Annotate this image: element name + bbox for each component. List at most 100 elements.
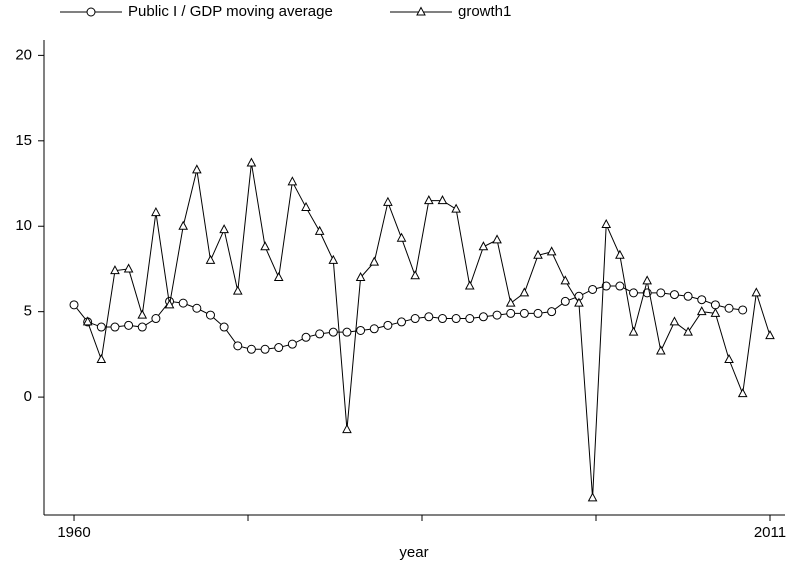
point <box>96 322 106 332</box>
point <box>396 232 407 242</box>
point <box>765 330 775 340</box>
y-tick-label: 10 <box>15 217 32 234</box>
point <box>369 256 380 266</box>
point <box>383 320 393 330</box>
point <box>151 314 161 324</box>
point <box>546 246 557 256</box>
point <box>260 241 270 251</box>
point <box>615 281 625 291</box>
point <box>110 322 120 332</box>
point <box>683 291 693 301</box>
point <box>588 284 598 294</box>
point <box>178 220 189 230</box>
point <box>246 157 257 167</box>
point <box>683 326 693 336</box>
point <box>192 303 202 313</box>
x-axis-label: year <box>399 544 428 561</box>
point <box>219 224 229 234</box>
point <box>533 249 543 259</box>
point <box>123 263 134 273</box>
point <box>710 300 720 310</box>
point <box>287 339 297 349</box>
point <box>246 344 256 354</box>
point <box>710 307 721 317</box>
point <box>451 203 461 213</box>
point <box>696 306 707 316</box>
point <box>151 207 161 217</box>
point <box>629 288 639 298</box>
point <box>478 241 489 251</box>
point <box>669 316 680 326</box>
point <box>69 300 79 310</box>
legend-marker <box>416 6 426 16</box>
point <box>724 303 734 313</box>
point <box>328 327 338 337</box>
point <box>492 310 502 320</box>
point <box>724 353 734 364</box>
point <box>738 305 748 315</box>
y-tick-label: 5 <box>24 303 32 320</box>
point <box>464 280 475 290</box>
point <box>274 343 284 353</box>
point <box>628 326 639 336</box>
point <box>424 312 434 322</box>
point <box>655 345 666 355</box>
point <box>519 308 529 318</box>
series-line <box>87 162 771 498</box>
point <box>301 201 311 211</box>
point <box>410 314 420 324</box>
point <box>233 341 243 351</box>
point <box>137 309 148 319</box>
point <box>437 195 448 205</box>
point <box>533 308 543 318</box>
legend-label: Public I / GDP moving average <box>128 3 333 20</box>
point <box>315 329 325 339</box>
y-tick-label: 0 <box>24 388 32 405</box>
point <box>287 176 298 186</box>
point <box>574 297 584 307</box>
point <box>410 270 421 280</box>
point <box>124 320 134 330</box>
point <box>260 344 270 354</box>
point <box>369 324 379 334</box>
point <box>356 325 366 335</box>
point <box>397 317 407 327</box>
point <box>110 265 120 275</box>
y-tick-label: 15 <box>15 132 32 149</box>
point <box>560 275 571 285</box>
point <box>506 308 516 318</box>
point <box>342 327 352 337</box>
point <box>451 314 461 324</box>
point <box>437 314 447 324</box>
legend-marker <box>86 7 96 17</box>
point <box>492 234 502 244</box>
point <box>656 288 666 298</box>
point <box>328 254 339 264</box>
point <box>178 298 188 308</box>
point <box>342 424 352 434</box>
point <box>587 492 598 502</box>
point <box>478 312 488 322</box>
legend-label: growth1 <box>458 3 511 20</box>
point <box>423 195 434 205</box>
point <box>505 297 516 307</box>
point <box>669 290 679 300</box>
point <box>697 295 707 305</box>
point <box>164 299 175 309</box>
point <box>601 281 611 291</box>
point <box>601 218 612 229</box>
point <box>96 353 107 364</box>
point <box>465 314 475 324</box>
point <box>355 271 366 281</box>
point <box>519 287 530 297</box>
point <box>751 287 762 297</box>
point <box>205 254 216 264</box>
point <box>737 388 748 398</box>
point <box>547 307 557 317</box>
point <box>301 332 311 342</box>
series-line <box>73 285 743 350</box>
point <box>219 322 229 332</box>
point <box>82 316 93 326</box>
point <box>383 196 393 206</box>
